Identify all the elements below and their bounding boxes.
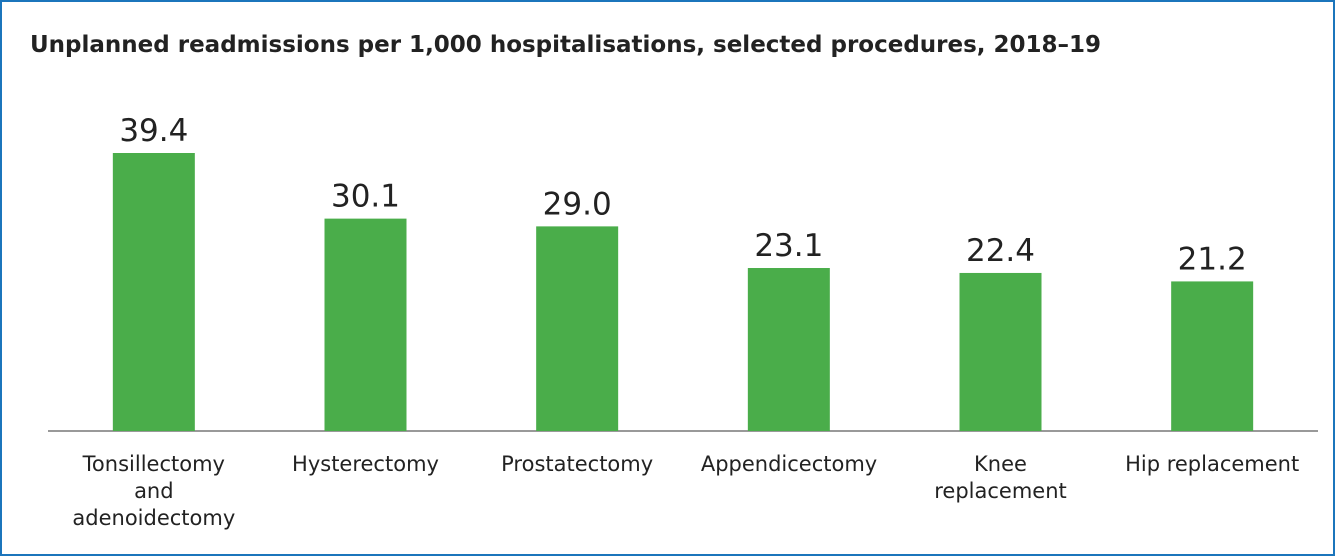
x-tick-label: Knee replacement xyxy=(934,452,1067,503)
data-label: 29.0 xyxy=(543,186,612,222)
chart-title: Unplanned readmissions per 1,000 hospita… xyxy=(30,32,1102,58)
bar xyxy=(747,268,830,431)
data-label: 39.4 xyxy=(119,113,188,149)
data-label: 21.2 xyxy=(1178,241,1247,277)
x-tick-label: Hysterectomy xyxy=(292,452,439,476)
data-label: 30.1 xyxy=(331,179,400,215)
bar xyxy=(1171,281,1254,431)
x-tick-label: Prostatectomy xyxy=(501,452,654,476)
bar xyxy=(112,153,195,431)
x-tick-label: Tonsillectomy and adenoidectomy xyxy=(72,452,236,530)
data-label: 22.4 xyxy=(966,233,1035,269)
data-label: 23.1 xyxy=(754,228,823,264)
bar xyxy=(536,226,619,431)
bar xyxy=(959,272,1042,431)
bar xyxy=(324,218,407,431)
x-tick-label: Appendicectomy xyxy=(700,452,878,476)
x-tick-label: Hip replacement xyxy=(1125,452,1300,476)
